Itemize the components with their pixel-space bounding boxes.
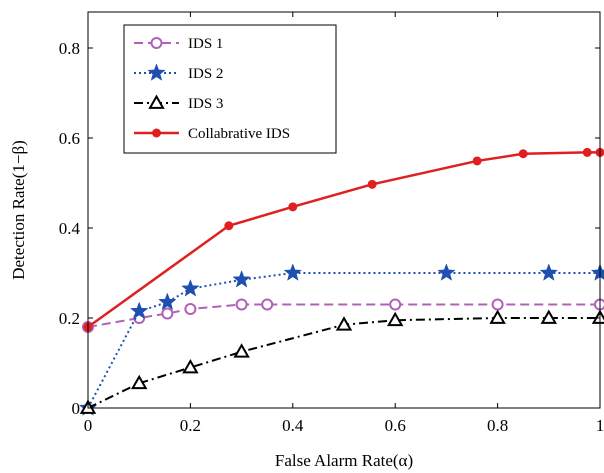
data-point-ids-2 [181,279,200,297]
legend: IDS 1 IDS 2 IDS 3 Collabrative IDS [123,24,337,154]
data-point-ids-1 [235,298,248,311]
y-tick-label: 0.2 [59,309,80,328]
data-point-ids-3 [540,309,558,324]
x-tick-label: 0.4 [282,416,304,435]
series-ids-3 [79,309,604,414]
legend-marker-ids-2 [147,63,166,81]
data-point-ids-1 [389,298,402,311]
legend-label-ids-2: IDS 2 [188,66,223,82]
data-point-ids-2 [539,263,559,281]
data-point-ids-3 [489,309,506,324]
data-point-collabrative-ids [472,156,482,166]
series-line-ids-3 [87,317,600,409]
data-point-ids-1 [261,298,274,311]
data-point-collabrative-ids [367,179,377,189]
data-point-collabrative-ids [288,202,298,212]
legend-marker-collabrative-ids [152,128,161,138]
axis-ticks: 0 0.2 0.4 0.6 0.8 1 0 0.2 0.4 0.6 0.8 [59,12,604,435]
x-tick-label: 0.8 [487,416,508,435]
series-layer [78,147,604,416]
legend-label-collabrative-ids: Collabrative IDS [188,126,290,142]
data-point-ids-3 [335,316,353,331]
y-axis-label: Detection Rate(1−β) [9,140,28,280]
data-point-ids-2 [232,270,251,288]
plot-area-frame [87,11,601,409]
data-point-ids-2 [437,263,456,281]
data-point-ids-2 [158,292,177,311]
y-tick-label: 0.6 [59,129,80,148]
series-line-collabrative-ids [87,151,600,329]
data-point-ids-2 [590,263,604,281]
data-point-collabrative-ids [518,149,528,159]
legend-marker-ids-1 [150,37,163,49]
y-tick-label: 0 [72,399,81,418]
legend-marker-ids-3 [148,94,165,109]
data-point-ids-3 [182,358,199,374]
data-point-ids-2 [283,263,303,281]
x-tick-label: 0 [84,416,93,435]
series-line-ids-2 [87,272,600,409]
y-tick-label: 0.8 [59,39,80,58]
data-point-ids-1 [161,307,174,320]
data-point-ids-3 [386,311,404,327]
data-point-collabrative-ids [224,221,234,231]
x-tick-label: 0.2 [180,416,201,435]
y-tick-label: 0.4 [59,219,81,238]
series-ids-2 [78,263,604,416]
data-point-collabrative-ids [582,147,592,157]
x-tick-label: 0.6 [385,416,406,435]
data-point-ids-3 [130,374,148,390]
legend-label-ids-3: IDS 3 [188,96,223,112]
data-point-ids-1 [184,303,197,315]
data-point-ids-3 [233,343,250,358]
x-tick-label: 1 [596,416,604,435]
data-point-ids-1 [491,298,504,311]
data-point-ids-2 [129,301,149,320]
legend-label-ids-1: IDS 1 [188,36,223,52]
x-axis-label: False Alarm Rate(α) [275,451,413,470]
